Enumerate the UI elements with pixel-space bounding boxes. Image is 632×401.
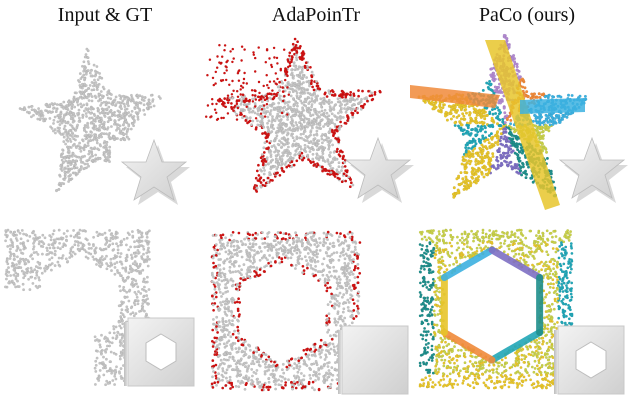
column-title-input-gt: Input & GT bbox=[57, 4, 153, 26]
point-cloud-star-paco bbox=[410, 33, 588, 210]
column-title-adapointr: AdaPoinTr bbox=[271, 4, 361, 26]
column-title-paco: PaCo (ours) bbox=[478, 4, 576, 26]
gt-mesh-star-3 bbox=[558, 136, 628, 203]
point-cloud-frame-paco bbox=[418, 228, 574, 390]
point-cloud-star-adapointr bbox=[204, 37, 382, 193]
gt-mesh-frame-1 bbox=[124, 317, 195, 387]
point-cloud-star-input bbox=[18, 47, 162, 193]
gt-mesh-star-1 bbox=[120, 138, 190, 205]
gt-mesh-star-2 bbox=[344, 136, 414, 203]
gt-mesh-frame-3 bbox=[554, 325, 625, 395]
gt-mesh-frame-2 bbox=[338, 325, 409, 395]
